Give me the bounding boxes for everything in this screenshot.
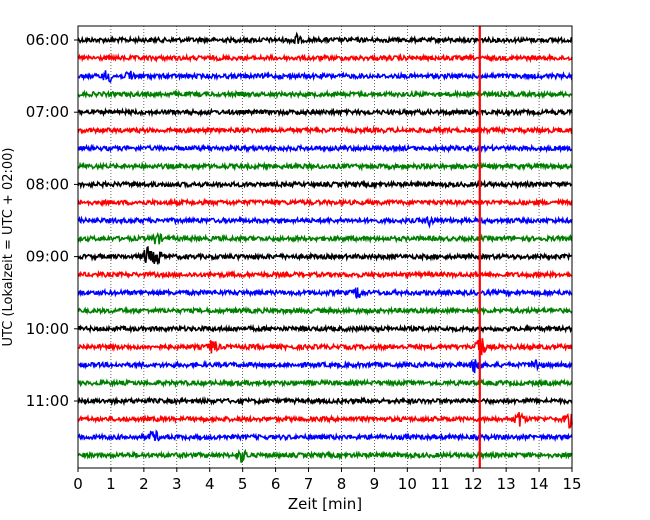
trace-line xyxy=(77,245,573,265)
trace-line xyxy=(77,70,573,83)
x-tick-label: 7 xyxy=(304,475,314,493)
x-tick-label: 10 xyxy=(398,475,417,493)
trace-line xyxy=(77,448,573,463)
plot-frame xyxy=(78,26,572,468)
traces-group xyxy=(77,31,573,463)
x-tick-label: 13 xyxy=(497,475,516,493)
trace-line xyxy=(77,125,573,136)
trace-line xyxy=(77,412,573,429)
x-tick-label: 8 xyxy=(337,475,347,493)
trace-line xyxy=(77,377,573,389)
y-tick-label: 11:00 xyxy=(26,392,69,410)
y-axis-title: UTC (Lokalzeit = UTC + 02:00) xyxy=(1,148,16,347)
x-tick-label: 4 xyxy=(205,475,215,493)
x-tick-label: 0 xyxy=(73,475,83,493)
trace-line xyxy=(77,106,573,118)
trace-line xyxy=(77,215,573,229)
x-tick-label: 12 xyxy=(464,475,483,493)
y-tick-label: 10:00 xyxy=(26,320,69,338)
trace-line xyxy=(77,52,573,64)
x-tick-label: 3 xyxy=(172,475,182,493)
x-tick-label: 9 xyxy=(370,475,380,493)
x-tick-label: 15 xyxy=(562,475,581,493)
trace-line xyxy=(77,31,573,46)
y-tick-label: 07:00 xyxy=(26,103,69,121)
x-tick-label: 5 xyxy=(238,475,248,493)
plot-border xyxy=(77,25,573,469)
trace-line xyxy=(77,143,573,154)
trace-line xyxy=(77,305,573,316)
trace-line xyxy=(77,269,573,280)
trace-line xyxy=(77,231,573,245)
trace-line xyxy=(77,89,573,100)
x-axis-ticks: 0 1 2 3 4 5 6 7 8 9 10 11 12 13 14 15 xyxy=(73,468,582,493)
trace-line xyxy=(77,323,573,334)
trace-line xyxy=(77,161,573,172)
y-tick-label: 08:00 xyxy=(26,175,69,193)
trace-line xyxy=(77,287,573,299)
trace-line xyxy=(77,336,573,356)
y-tick-label: 09:00 xyxy=(26,248,69,266)
y-tick-label: 06:00 xyxy=(26,31,69,49)
x-tick-label: 1 xyxy=(106,475,116,493)
trace-line xyxy=(77,358,573,374)
x-axis-title: Zeit [min] xyxy=(288,495,362,513)
x-tick-label: 11 xyxy=(431,475,450,493)
x-tick-label: 2 xyxy=(139,475,149,493)
y-axis-ticks: 06:00 07:00 08:00 09:00 10:00 11:00 xyxy=(26,31,78,410)
trace-line xyxy=(77,429,573,443)
trace-line xyxy=(77,395,573,407)
x-tick-label: 14 xyxy=(530,475,549,493)
trace-line xyxy=(77,179,573,190)
trace-line xyxy=(77,197,573,208)
x-tick-label: 6 xyxy=(271,475,281,493)
